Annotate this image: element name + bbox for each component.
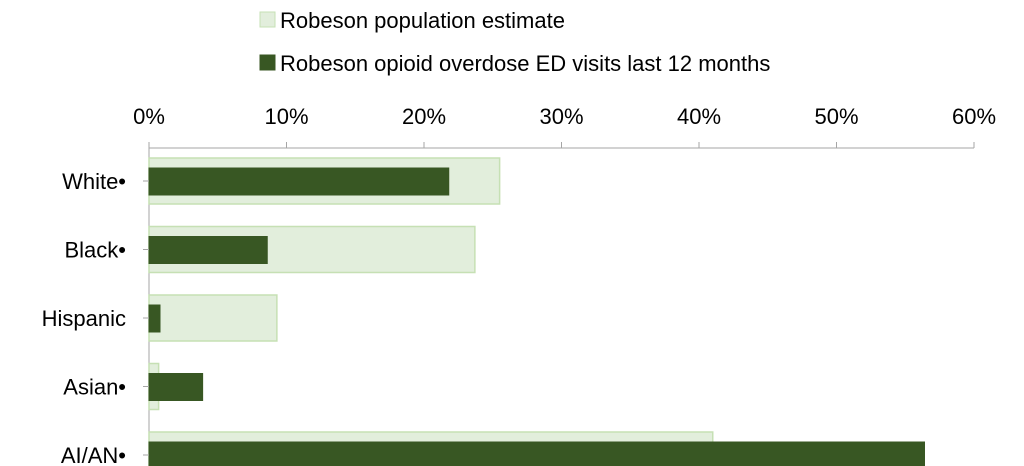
x-axis: 0% 10% 20% 30% 40% 50% 60%: [133, 104, 996, 466]
legend: Robeson population estimate Robeson opioi…: [259, 8, 770, 76]
bar-ed-visits-0: [148, 167, 450, 196]
legend-swatch-1: [259, 54, 276, 71]
legend-label-0: Robeson population estimate: [280, 8, 565, 33]
bar-ed-visits-2: [148, 304, 161, 333]
category-label: White•: [62, 169, 126, 194]
bar-population-2: [148, 294, 278, 342]
category-axis: White• Black• Hispanic Asian• AI/AN•: [42, 169, 149, 466]
x-tick-label: 40%: [677, 104, 721, 129]
bars: [148, 157, 925, 466]
category-label: Asian•: [63, 375, 126, 400]
category-label: Hispanic: [42, 306, 126, 331]
legend-label-1: Robeson opioid overdose ED visits last 1…: [280, 51, 770, 76]
x-tick-label: 60%: [952, 104, 996, 129]
x-tick-label: 20%: [402, 104, 446, 129]
x-tick-label: 10%: [264, 104, 308, 129]
category-label: Black•: [65, 238, 127, 263]
bar-ed-visits-3: [148, 373, 204, 401]
x-tick-label: 50%: [814, 104, 858, 129]
x-tick-label: 30%: [539, 104, 583, 129]
legend-swatch-0: [259, 11, 276, 28]
bar-ed-visits-4: [148, 441, 925, 466]
bar-ed-visits-1: [148, 236, 268, 264]
x-tick-label: 0%: [133, 104, 165, 129]
category-label: AI/AN•: [61, 443, 126, 466]
